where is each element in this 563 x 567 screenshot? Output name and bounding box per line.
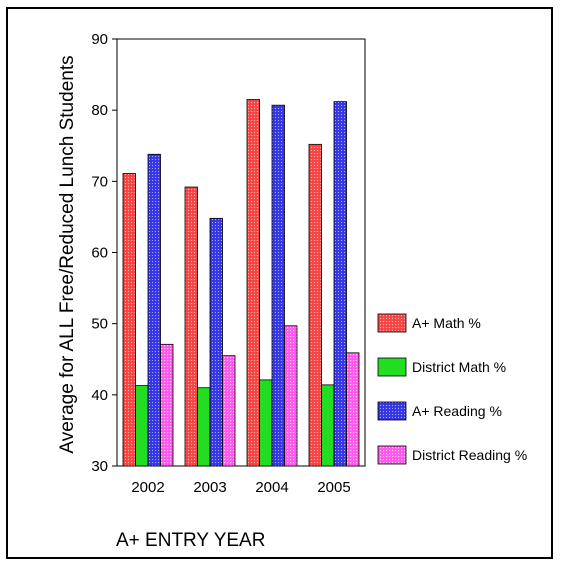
y-axis-title: Average for ALL Free/Reduced Lunch Stude… <box>57 55 78 453</box>
bar-2004-1 <box>259 379 273 467</box>
bar-2002-1 <box>135 385 149 467</box>
y-tick-label: 60 <box>91 245 108 262</box>
y-tick-label: 70 <box>91 173 108 190</box>
bar-2004-3 <box>284 325 298 467</box>
y-tick-label: 90 <box>91 31 108 48</box>
bar-2002-3 <box>160 343 174 467</box>
legend: A+ Math % District Math % A+ Reading % Dist… <box>377 313 527 465</box>
bar-2005-1 <box>321 384 335 467</box>
bar-2005-3 <box>346 352 360 467</box>
legend-label: A+ Math % <box>412 315 481 331</box>
x-tick-label: 2002 <box>131 479 164 496</box>
bar-2003-2 <box>209 217 223 467</box>
bar-2005-2 <box>333 101 347 467</box>
bar-2005-0 <box>308 143 322 467</box>
bar-2002-2 <box>147 153 161 467</box>
bar-2003-1 <box>197 387 211 467</box>
y-tick-label: 30 <box>91 458 108 475</box>
x-tick-label: 2003 <box>193 479 226 496</box>
bar-2004-2 <box>271 104 285 467</box>
x-tick-label: 2004 <box>255 479 288 496</box>
chart: 30 40 50 60 70 80 90 2002 2003 2004 2005 Average f… <box>57 31 527 551</box>
bar-2002-0 <box>122 173 136 467</box>
legend-swatch <box>377 401 407 421</box>
legend-label: District Math % <box>412 359 506 375</box>
legend-label: A+ Reading % <box>412 403 502 419</box>
x-axis-title: A+ ENTRY YEAR <box>116 530 265 551</box>
bar-2004-0 <box>246 99 260 467</box>
legend-swatch <box>377 357 407 377</box>
bar-2003-0 <box>184 186 198 467</box>
y-tick-label: 40 <box>91 387 108 404</box>
legend-swatch <box>377 445 407 465</box>
y-tick-label: 80 <box>91 102 108 119</box>
chart-frame: 30 40 50 60 70 80 90 2002 2003 2004 2005 Average f… <box>6 7 553 559</box>
legend-swatch <box>377 313 407 333</box>
x-tick-label: 2005 <box>317 479 350 496</box>
legend-label: District Reading % <box>412 447 527 463</box>
y-tick-label: 50 <box>91 316 108 333</box>
bar-2003-3 <box>222 355 236 467</box>
